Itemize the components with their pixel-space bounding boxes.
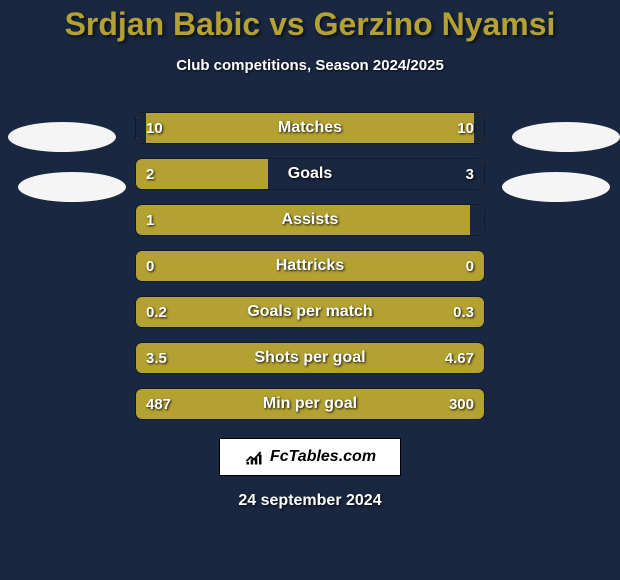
watermark-badge: FcTables.com [219,438,401,476]
stat-label: Min per goal [136,389,484,419]
stat-label: Goals per match [136,297,484,327]
stat-bar: 23Goals [135,158,485,190]
card-subtitle: Club competitions, Season 2024/2025 [176,57,444,74]
stat-label: Assists [136,205,484,235]
stat-bar: 00Hattricks [135,250,485,282]
decor-ellipse [512,122,620,152]
stat-bars: 1010Matches 23Goals 1Assists 00Hattricks 0.2… [135,112,485,420]
stat-label: Matches [136,113,484,143]
stat-bar: 1Assists [135,204,485,236]
stat-label: Shots per goal [136,343,484,373]
date-text: 24 september 2024 [238,492,381,510]
watermark-text: FcTables.com [270,448,376,466]
decor-ellipse [8,122,116,152]
comparison-card: Srdjan Babic vs Gerzino Nyamsi Club comp… [0,0,620,580]
stat-label: Hattricks [136,251,484,281]
stat-bar: 487300Min per goal [135,388,485,420]
stat-bar: 0.20.3Goals per match [135,296,485,328]
stat-bar: 1010Matches [135,112,485,144]
decor-ellipse [502,172,610,202]
card-title: Srdjan Babic vs Gerzino Nyamsi [65,6,556,43]
decor-ellipse [18,172,126,202]
chart-icon [244,447,264,467]
stat-bar: 3.54.67Shots per goal [135,342,485,374]
stat-label: Goals [136,159,484,189]
